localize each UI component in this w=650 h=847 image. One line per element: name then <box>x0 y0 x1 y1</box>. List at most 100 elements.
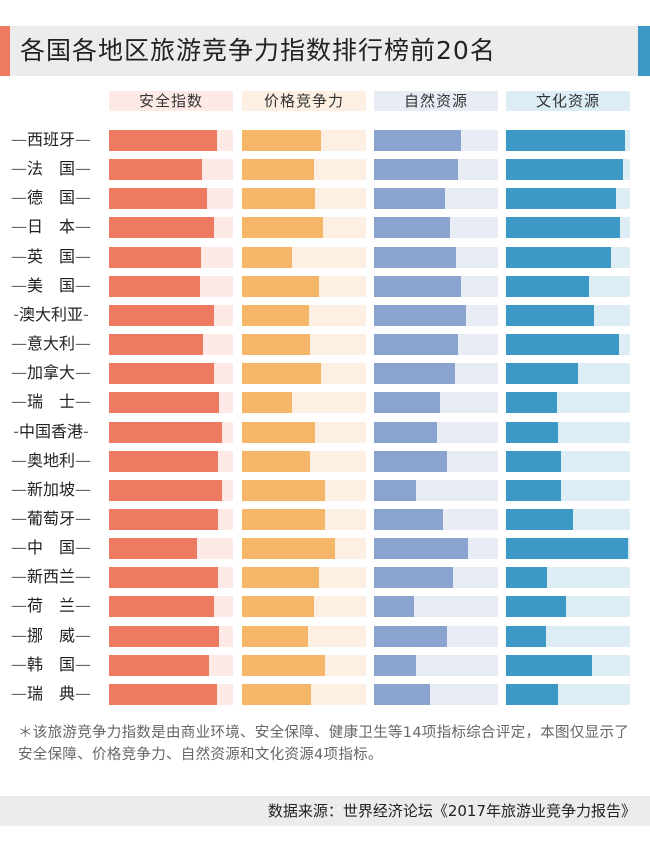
tick-mark: — <box>10 363 27 383</box>
bar <box>374 479 417 501</box>
bar-track <box>506 334 630 356</box>
title-accent-right <box>638 26 650 76</box>
bar <box>109 421 222 443</box>
row-label: -中国香港- <box>0 421 102 443</box>
tick-mark: — <box>75 567 91 587</box>
bar <box>506 334 619 356</box>
bar <box>374 450 448 472</box>
category-label: 瑞 士 <box>26 392 75 412</box>
source-text: 数据来源：世界经济论坛《2017年旅游业竞争力报告》 <box>267 802 636 820</box>
bar <box>506 159 623 181</box>
bar-track <box>506 304 630 326</box>
bar-track <box>242 596 366 618</box>
bar <box>242 538 335 560</box>
bar-track <box>506 654 630 676</box>
bar-track <box>109 363 233 385</box>
category-label: 葡萄牙 <box>26 508 75 528</box>
bar <box>374 188 445 210</box>
category-label: 新加坡 <box>26 479 75 499</box>
bar <box>374 538 469 560</box>
bar <box>506 683 559 705</box>
bar-track <box>242 246 366 268</box>
bar <box>506 567 547 589</box>
bar <box>374 159 459 181</box>
tick-mark: — <box>75 217 91 237</box>
bar <box>242 246 292 268</box>
bar <box>109 567 219 589</box>
bar-track <box>242 130 366 151</box>
bar-track <box>506 159 630 181</box>
bar-track <box>506 392 630 414</box>
bar <box>506 596 566 618</box>
row-label: —西班牙— <box>0 129 102 151</box>
bar-track <box>374 304 498 326</box>
bar-track <box>242 508 366 530</box>
bar-track <box>109 683 233 705</box>
bar-track <box>374 538 498 560</box>
bar <box>242 363 322 385</box>
bar-track <box>109 654 233 676</box>
category-label: 意大利 <box>26 334 75 354</box>
row-label: —葡萄牙— <box>0 508 102 530</box>
tick-mark: — <box>75 246 91 266</box>
bar-track <box>374 683 498 705</box>
bar <box>109 188 207 210</box>
bar <box>506 538 628 560</box>
tick-mark: — <box>75 363 91 383</box>
category-label: 日 本 <box>26 217 75 237</box>
bar <box>506 188 617 210</box>
row-label: —美 国— <box>0 275 102 297</box>
legend-item-4: 文化资源 <box>506 91 630 111</box>
tick-mark: — <box>75 159 91 179</box>
chart-title: 各国各地区旅游竞争力指数排行榜前20名 <box>20 36 496 65</box>
bar <box>109 625 220 647</box>
row-label: -澳大利亚- <box>0 304 102 326</box>
bar-track <box>374 188 498 210</box>
tick-mark: — <box>75 130 91 149</box>
bar <box>242 683 312 705</box>
bar-track <box>109 538 233 560</box>
legend-item-1: 安全指数 <box>109 91 233 111</box>
tick-mark: — <box>10 479 27 499</box>
bar <box>374 304 466 326</box>
bar-track <box>374 392 498 414</box>
bar <box>242 479 326 501</box>
row-label: —挪 威— <box>0 625 102 647</box>
bar <box>242 596 314 618</box>
bar-track <box>242 450 366 472</box>
bar-track <box>374 363 498 385</box>
tick-mark: — <box>75 625 91 645</box>
bar <box>242 304 309 326</box>
title-bar: 各国各地区旅游竞争力指数排行榜前20名 <box>0 26 650 76</box>
bar <box>109 130 217 151</box>
category-label: 澳大利亚 <box>18 304 83 324</box>
bar <box>109 538 197 560</box>
bar-track <box>242 159 366 181</box>
bar-track <box>506 188 630 210</box>
bar <box>109 246 201 268</box>
row-label: —新西兰— <box>0 566 102 588</box>
bar-track <box>109 625 233 647</box>
bar <box>242 188 316 210</box>
bar <box>242 159 314 181</box>
row-label: —瑞 士— <box>0 391 102 413</box>
bar-track <box>109 508 233 530</box>
bar-track <box>242 217 366 239</box>
category-label: 新西兰 <box>26 567 75 587</box>
tick-mark: — <box>10 567 27 587</box>
bar-track <box>506 567 630 589</box>
bar-track <box>109 421 233 443</box>
bar-track <box>109 130 233 151</box>
bar-track <box>109 479 233 501</box>
row-label: —法 国— <box>0 158 102 180</box>
tick-mark: — <box>10 159 27 179</box>
footnote: ＊该旅游竞争力指数是由商业环境、安全保障、健康卫生等14项指标综合评定，本图仅显… <box>18 725 630 763</box>
bar <box>506 392 557 414</box>
bar-track <box>374 217 498 239</box>
bar-track <box>242 304 366 326</box>
bar-track <box>506 275 630 297</box>
bar <box>374 130 461 151</box>
bar-track <box>506 421 630 443</box>
row-label: —新加坡— <box>0 479 102 501</box>
category-label: 法 国 <box>26 159 75 179</box>
